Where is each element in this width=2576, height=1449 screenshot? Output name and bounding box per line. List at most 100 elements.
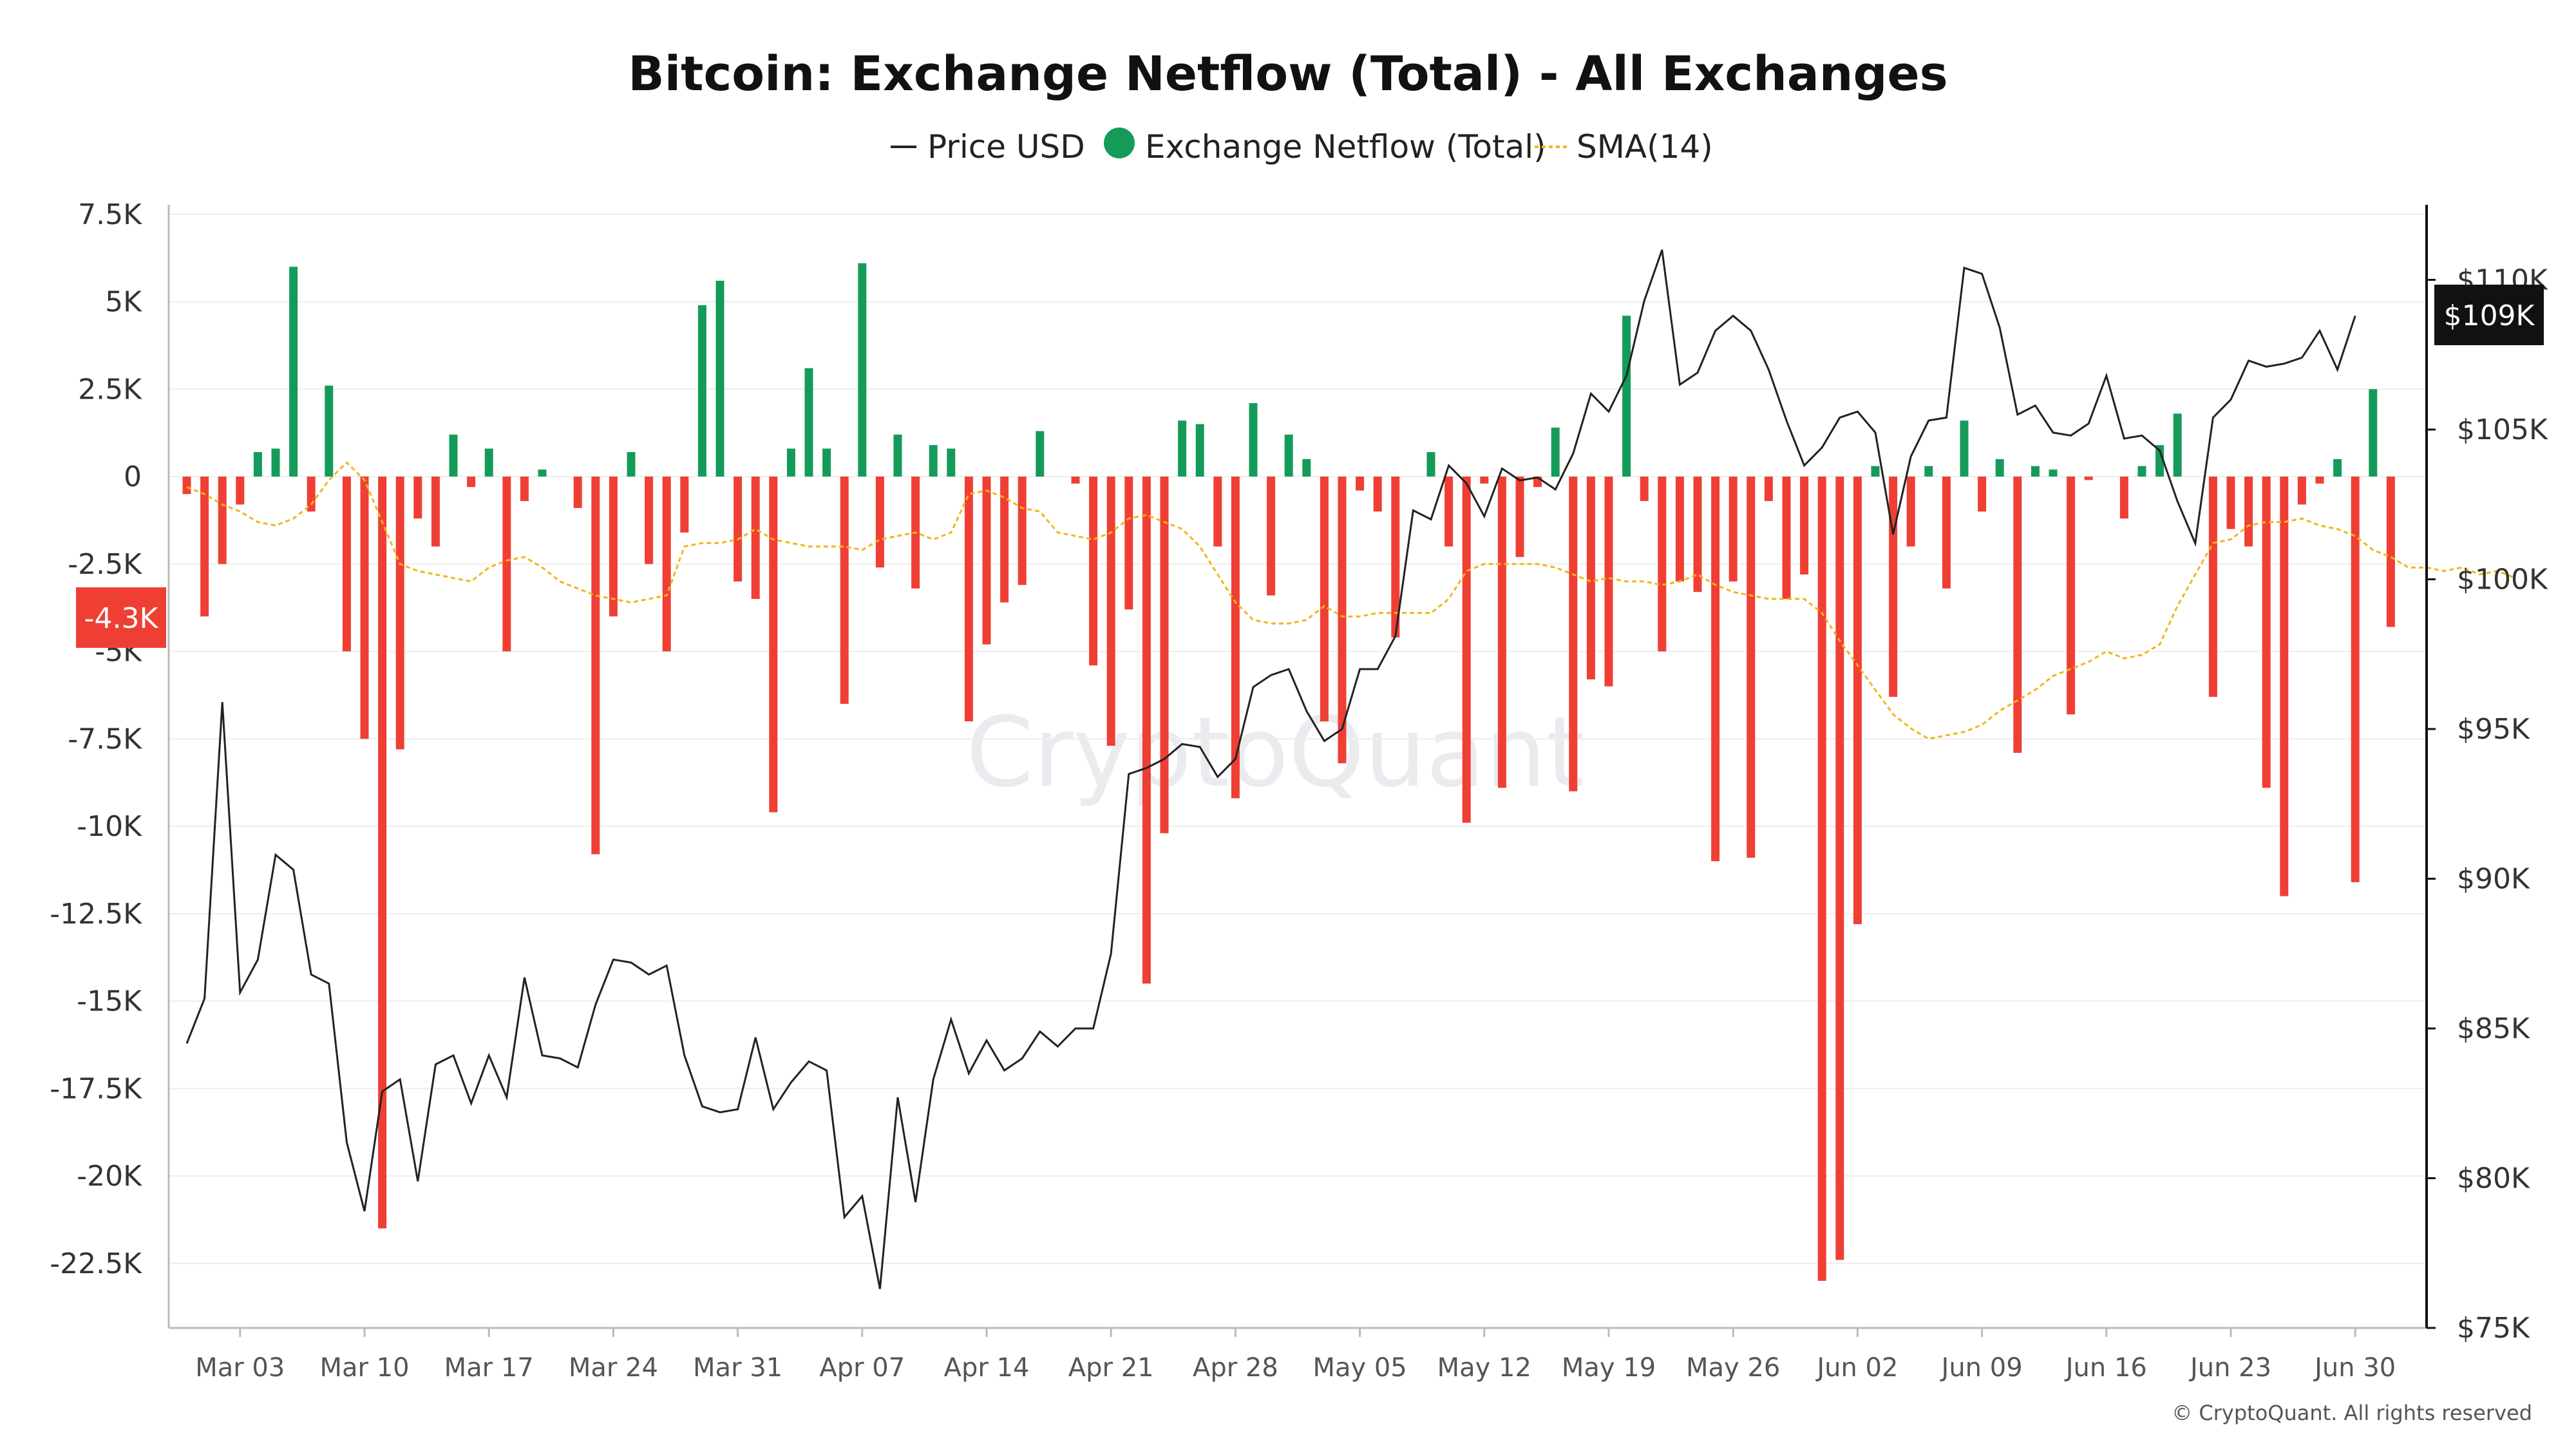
netflow-bar: [2386, 477, 2395, 627]
netflow-bar: [1853, 477, 1862, 925]
netflow-bar: [2049, 469, 2058, 477]
netflow-bar: [2315, 477, 2324, 484]
left-tick-label: -17.5K: [50, 1072, 142, 1105]
netflow-bar: [342, 477, 351, 652]
x-tick-label: Mar 10: [319, 1353, 409, 1383]
legend-price-label[interactable]: Price USD: [927, 128, 1085, 166]
netflow-bar: [1444, 477, 1454, 547]
x-tick-label: May 26: [1686, 1353, 1780, 1383]
left-tick-label: 5K: [105, 286, 142, 319]
left-tick-label: 0: [124, 460, 142, 493]
netflow-bar: [1089, 477, 1098, 666]
current-netflow-badge-label: -4.3K: [84, 602, 159, 635]
right-tick-label: $100K: [2457, 564, 2548, 596]
netflow-bar: [964, 477, 973, 722]
netflow-bar: [1995, 459, 2004, 477]
netflow-bar: [1071, 477, 1080, 484]
chart-legend: Price USD Exchange Netflow (Total) SMA(1…: [891, 128, 1713, 166]
netflow-bar: [573, 477, 582, 508]
netflow-bar: [1462, 477, 1471, 823]
netflow-bar: [645, 477, 654, 564]
x-tick-label: Jun 23: [2188, 1353, 2271, 1383]
netflow-bar: [875, 477, 884, 568]
netflow-bar: [982, 477, 991, 645]
netflow-bar: [1604, 477, 1613, 687]
right-tick-label: $85K: [2457, 1012, 2530, 1045]
netflow-bar: [662, 477, 671, 652]
netflow-bar: [1160, 477, 1169, 833]
netflow-bar: [2208, 477, 2217, 697]
netflow-bar: [1142, 477, 1151, 984]
x-axis-ticks: Mar 03 Mar 10 Mar 17 Mar 24 Mar 31 Apr 07 Apr …: [195, 1328, 2396, 1383]
netflow-bar: [2067, 477, 2076, 715]
x-tick-label: May 12: [1437, 1353, 1531, 1383]
netflow-bar: [502, 477, 511, 652]
x-tick-label: Mar 31: [693, 1353, 782, 1383]
left-tick-label: -2.5K: [68, 548, 142, 581]
netflow-bar: [271, 448, 280, 477]
netflow-bar: [1675, 477, 1684, 582]
sma-line: [186, 461, 2516, 740]
netflow-bar: [1942, 477, 1951, 589]
netflow-bar: [307, 477, 316, 512]
right-tick-label: $80K: [2457, 1162, 2530, 1195]
x-tick-label: Apr 28: [1193, 1353, 1278, 1383]
netflow-bar: [1693, 477, 1702, 592]
netflow-bar: [538, 469, 547, 477]
netflow-bar: [1249, 402, 1258, 477]
netflow-bar: [1640, 477, 1649, 502]
right-tick-label: $90K: [2457, 863, 2530, 896]
x-tick-label: Mar 17: [444, 1353, 534, 1383]
netflow-bar: [627, 451, 636, 477]
netflow-bar: [378, 477, 387, 1229]
current-netflow-badge-bg: [76, 587, 166, 648]
netflow-bar: [2013, 477, 2022, 753]
netflow-bar: [2173, 413, 2182, 477]
legend-netflow-label[interactable]: Exchange Netflow (Total): [1145, 128, 1546, 166]
netflow-bar: [1747, 477, 1756, 858]
netflow-bar: [182, 477, 191, 495]
netflow-bar: [1960, 421, 1969, 477]
netflow-bar: [218, 477, 227, 564]
netflow-bar: [715, 280, 724, 477]
netflow-bar: [325, 385, 334, 477]
netflow-bar: [253, 451, 262, 477]
netflow-bar: [858, 263, 867, 477]
netflow-bar: [360, 477, 369, 739]
netflow-bar: [734, 477, 743, 582]
netflow-bar: [1622, 316, 1631, 477]
netflow-bar: [2369, 389, 2378, 477]
netflow-bar: [395, 477, 404, 750]
netflow-bar: [786, 448, 795, 477]
netflow-bar: [1586, 477, 1595, 679]
axes: [167, 205, 2428, 1329]
netflow-bar: [2226, 477, 2235, 529]
x-tick-label: Jun 09: [1940, 1353, 2023, 1383]
netflow-bar: [1195, 424, 1204, 477]
netflow-bar: [1106, 477, 1115, 746]
netflow-bar: [1569, 477, 1578, 791]
netflow-bar: [467, 477, 476, 488]
legend-sma-label[interactable]: SMA(14): [1577, 128, 1713, 166]
netflow-bar: [1391, 477, 1400, 638]
netflow-bar: [431, 477, 440, 547]
netflow-bar: [1800, 477, 1809, 575]
copyright-notice: © CryptoQuant. All rights reserved: [2172, 1401, 2532, 1425]
netflow-bar: [1338, 477, 1347, 764]
x-tick-label: Apr 21: [1068, 1353, 1154, 1383]
netflow-bar: [1835, 477, 1844, 1260]
current-price-badge-label: $109K: [2444, 299, 2535, 332]
netflow-bar: [804, 368, 813, 477]
netflow-bar: [893, 434, 902, 477]
left-tick-label: 2.5K: [78, 373, 142, 406]
netflow-bar: [1728, 477, 1738, 582]
netflow-bar: [1178, 421, 1187, 477]
netflow-bar: [1711, 477, 1720, 862]
netflow-bar: [769, 477, 778, 813]
x-tick-label: Jun 02: [1815, 1353, 1898, 1383]
netflow-bar: [751, 477, 760, 600]
x-tick-label: Mar 24: [569, 1353, 658, 1383]
netflow-bar: [1817, 477, 1826, 1281]
netflow-bar: [1906, 477, 1915, 547]
left-tick-label: -12.5K: [50, 898, 142, 931]
